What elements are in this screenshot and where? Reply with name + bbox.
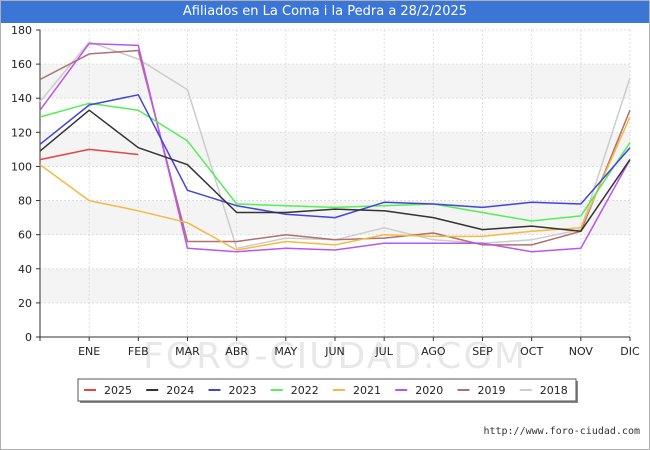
y-tick-label: 80 xyxy=(18,195,32,208)
legend-label-2022: 2022 xyxy=(291,384,319,397)
legend-label-2023: 2023 xyxy=(229,384,257,397)
legend: 2025 2024 2023 2022 2021 2020 2019 2018 xyxy=(77,378,578,403)
plot-band xyxy=(40,132,630,167)
y-tick-label: 180 xyxy=(11,24,32,37)
watermark-text: FORO-CIUDAD.COM xyxy=(143,336,527,377)
x-tick-label: ABR xyxy=(225,345,248,358)
y-tick-label: 120 xyxy=(11,126,32,139)
legend-label-2020: 2020 xyxy=(415,384,443,397)
x-tick-label: OCT xyxy=(520,345,543,358)
source-url: http://www.foro-ciudad.com xyxy=(483,426,640,437)
series-line-2019 xyxy=(39,49,631,246)
legend-label-2025: 2025 xyxy=(104,384,132,397)
y-tick-label: 140 xyxy=(11,92,32,105)
plot-band xyxy=(40,64,630,99)
series-line-2025 xyxy=(39,148,139,161)
x-tick-label: JUN xyxy=(324,345,345,358)
x-tick-label: JUL xyxy=(374,345,393,358)
grid-lines xyxy=(39,29,631,338)
y-tick-label: 20 xyxy=(18,297,32,310)
y-tick-label: 40 xyxy=(18,263,32,276)
y-tick-label: 100 xyxy=(11,160,32,173)
x-tick-label: ENE xyxy=(78,345,100,358)
x-tick-label: FEB xyxy=(128,345,149,358)
legend-box xyxy=(77,378,577,402)
x-tick-label: AGO xyxy=(421,345,446,358)
series-line-2023 xyxy=(39,94,631,219)
x-tick-label: MAR xyxy=(175,345,200,358)
series-line-2022 xyxy=(39,102,631,222)
y-axis: 0 20 40 60 80 100 120 140 160 180 xyxy=(11,24,41,344)
watermark-layer: FORO-CIUDAD.COM xyxy=(143,336,527,377)
legend-label-2019: 2019 xyxy=(478,384,506,397)
series-line-2021 xyxy=(39,116,631,251)
series-lines xyxy=(39,41,631,253)
x-tick-label: NOV xyxy=(569,345,594,358)
x-tick-label: DIC xyxy=(620,345,640,358)
series-line-2024 xyxy=(39,109,631,233)
plot-band xyxy=(40,268,630,303)
x-axis: ENE FEB MAR ABR MAY JUN JUL AGO SEP OCT NOV DIC xyxy=(39,336,640,358)
legend-label-2021: 2021 xyxy=(353,384,381,397)
y-tick-label: 60 xyxy=(18,229,32,242)
y-tick-label: 0 xyxy=(25,331,32,344)
x-tick-label: SEP xyxy=(472,345,493,358)
chart-title: Afiliados en La Coma i la Pedra a 28/2/2… xyxy=(1,1,649,23)
y-tick-label: 160 xyxy=(11,58,32,71)
legend-label-2018: 2018 xyxy=(540,384,568,397)
series-line-2020 xyxy=(39,42,631,253)
legend-label-2024: 2024 xyxy=(166,384,194,397)
x-tick-label: MAY xyxy=(274,345,297,358)
